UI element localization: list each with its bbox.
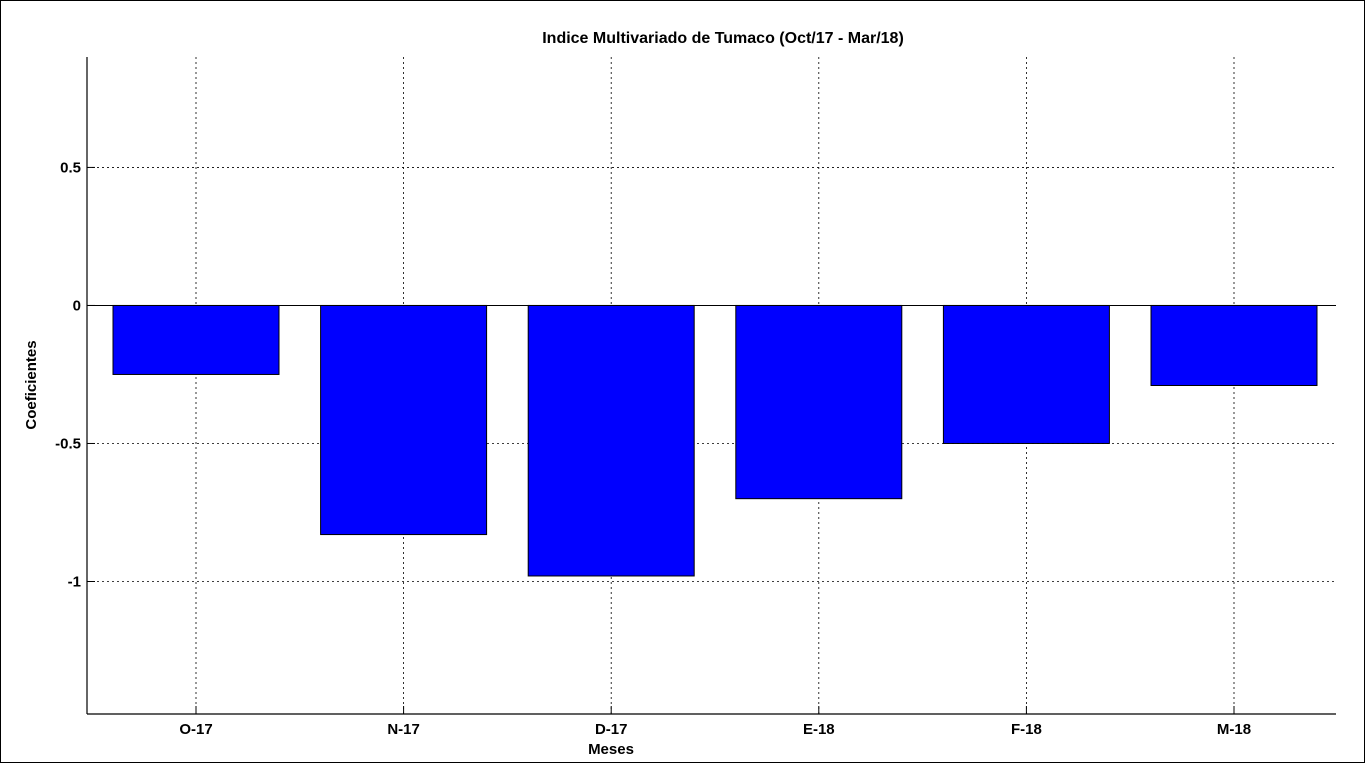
bars [112, 304, 1318, 577]
x-tick-label: N-17 [387, 721, 420, 738]
x-tick-labels: O-17 N-17 D-17 E-18 F-18 M-18 [179, 721, 1251, 738]
bar-N-17 [320, 304, 488, 536]
y-tick-label: 0.5 [60, 159, 81, 176]
bar-E-18 [735, 304, 903, 500]
x-tick-label: E-18 [803, 721, 835, 738]
bar-D-17 [527, 304, 695, 577]
x-axis-label: Meses [588, 741, 634, 758]
x-tick-label: O-17 [179, 721, 212, 738]
x-tick-label: D-17 [595, 721, 628, 738]
y-tick-label: 0 [73, 297, 81, 314]
y-tick-label: -1 [68, 573, 81, 590]
axes [86, 57, 1336, 715]
y-axis-label: Coeficientes [23, 340, 40, 429]
x-tick-label: F-18 [1011, 721, 1042, 738]
bar-F-18 [942, 304, 1110, 444]
x-tick-label: M-18 [1217, 721, 1251, 738]
grid-lines [87, 57, 1336, 714]
y-tick-labels: 0.5 0 -0.5 -1 [55, 159, 81, 590]
bar-O-17 [112, 304, 280, 375]
y-tick-label: -0.5 [55, 435, 81, 452]
bar-M-18 [1150, 304, 1318, 386]
chart-title: Indice Multivariado de Tumaco (Oct/17 - … [542, 30, 904, 47]
